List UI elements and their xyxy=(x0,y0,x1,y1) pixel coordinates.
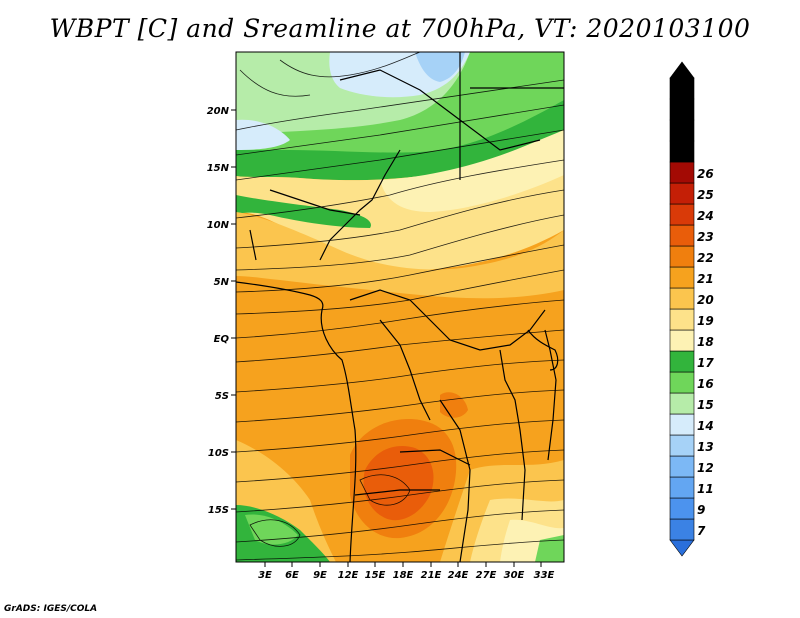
colorbar-label: 16 xyxy=(697,377,714,391)
lon-label: 18E xyxy=(393,570,414,581)
colorbar-segment xyxy=(669,98,695,121)
colorbar-label: 9 xyxy=(697,503,705,517)
colorbar-label: 15 xyxy=(697,398,714,412)
coastlines xyxy=(236,52,564,562)
colorbar-segment xyxy=(669,476,695,499)
colorbar-label: 14 xyxy=(697,419,714,433)
colorbar-segment xyxy=(669,61,695,79)
colorbar-segment xyxy=(669,140,695,163)
streamlines xyxy=(236,52,564,561)
chart-title: WBPT [C] and Sreamline at 700hPa, VT: 20… xyxy=(49,14,751,43)
lon-label: 6E xyxy=(285,570,299,581)
lat-label: 10N xyxy=(207,220,230,231)
colorbar-segment xyxy=(669,497,695,520)
colorbar-segment xyxy=(669,413,695,436)
colorbar-label: 13 xyxy=(697,440,714,454)
footer-credit: GrADS: IGES/COLA xyxy=(4,604,98,614)
colorbar-label: 7 xyxy=(697,524,706,538)
lat-label: 15N xyxy=(207,163,230,174)
colorbar-label: 24 xyxy=(697,209,714,223)
colorbar-segment xyxy=(669,224,695,247)
colorbar-labels: 7 9 11 12 13 14 15 16 17 18 19 20 21 22 … xyxy=(697,167,714,538)
colorbar-label: 11 xyxy=(697,482,714,496)
lon-label: 15E xyxy=(365,570,386,581)
lon-label: 21E xyxy=(421,570,442,581)
colorbar-label: 12 xyxy=(697,461,714,475)
lon-label: 3E xyxy=(258,570,272,581)
colorbar-label: 25 xyxy=(697,188,714,202)
colorbar-label: 17 xyxy=(697,356,714,370)
colorbar-label: 18 xyxy=(697,335,714,349)
lat-label: 10S xyxy=(208,448,229,459)
map-frame xyxy=(235,51,565,563)
lat-axis: 20N 15N 10N 5N EQ 5S 10S 15S xyxy=(207,106,236,516)
colorbar-segment xyxy=(669,203,695,226)
colorbar-segment xyxy=(669,308,695,331)
colorbar-segment xyxy=(669,329,695,352)
colorbar-segment xyxy=(669,266,695,289)
colorbar-label: 20 xyxy=(697,293,714,307)
lon-axis: 3E 6E 9E 12E 15E 18E 21E 24E 27E 30E 33E xyxy=(258,562,555,581)
lon-label: 27E xyxy=(476,570,497,581)
colorbar-segment xyxy=(669,539,695,557)
lat-label: 5N xyxy=(214,277,230,288)
lat-label: EQ xyxy=(214,334,230,345)
colorbar-segment xyxy=(669,371,695,394)
wbpt-shaded-field xyxy=(236,52,564,562)
colorbar-segment xyxy=(669,119,695,142)
colorbar-segment xyxy=(669,77,695,100)
colorbar-segment xyxy=(669,392,695,415)
colorbar-segment xyxy=(669,287,695,310)
lon-label: 24E xyxy=(448,570,469,581)
lat-label: 20N xyxy=(207,106,230,117)
colorbar xyxy=(669,61,695,557)
colorbar-segment xyxy=(669,518,695,541)
colorbar-segment xyxy=(669,455,695,478)
lat-label: 5S xyxy=(215,391,229,402)
lon-label: 30E xyxy=(504,570,525,581)
colorbar-label: 23 xyxy=(697,230,714,244)
lon-label: 33E xyxy=(534,570,555,581)
lon-label: 9E xyxy=(313,570,327,581)
colorbar-segment xyxy=(669,161,695,184)
colorbar-segment xyxy=(669,182,695,205)
colorbar-segment xyxy=(669,350,695,373)
colorbar-label: 26 xyxy=(697,167,714,181)
colorbar-label: 21 xyxy=(697,272,714,286)
lon-label: 12E xyxy=(338,570,359,581)
colorbar-segment xyxy=(669,245,695,268)
colorbar-label: 22 xyxy=(697,251,714,265)
colorbar-label: 19 xyxy=(697,314,714,328)
colorbar-segment xyxy=(669,434,695,457)
lat-label: 15S xyxy=(208,505,229,516)
